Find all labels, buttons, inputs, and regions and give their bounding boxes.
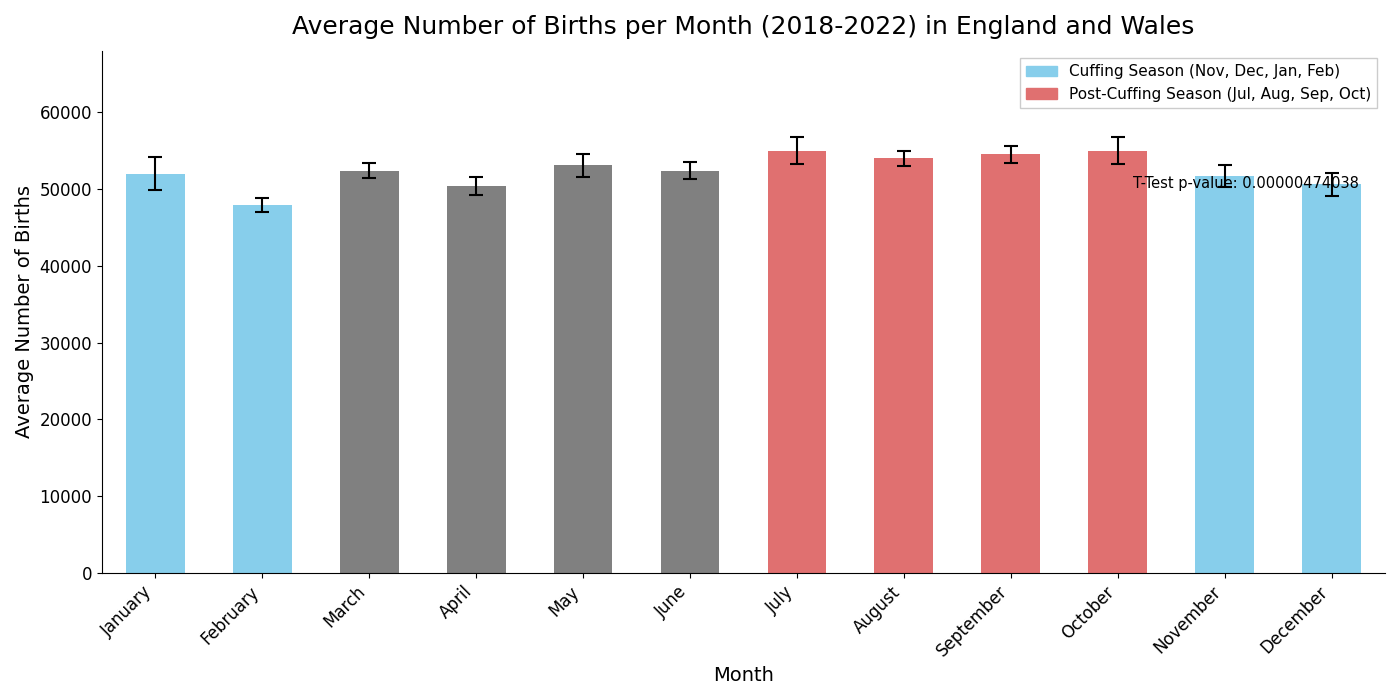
Y-axis label: Average Number of Births: Average Number of Births — [15, 186, 34, 438]
Title: Average Number of Births per Month (2018-2022) in England and Wales: Average Number of Births per Month (2018… — [293, 15, 1194, 39]
Bar — [1196, 176, 1254, 573]
Bar — [553, 165, 612, 573]
Bar — [981, 155, 1040, 573]
Text: T-Test p-value: 0.00000474038: T-Test p-value: 0.00000474038 — [1134, 176, 1359, 191]
Bar — [1088, 150, 1147, 573]
X-axis label: Month: Month — [713, 666, 774, 685]
Bar — [875, 158, 934, 573]
Bar — [447, 186, 505, 573]
Legend: Cuffing Season (Nov, Dec, Jan, Feb), Post-Cuffing Season (Jul, Aug, Sep, Oct): Cuffing Season (Nov, Dec, Jan, Feb), Pos… — [1021, 58, 1378, 108]
Bar — [340, 171, 399, 573]
Bar — [1302, 184, 1361, 573]
Bar — [661, 171, 720, 573]
Bar — [232, 205, 291, 573]
Bar — [767, 150, 826, 573]
Bar — [126, 174, 185, 573]
